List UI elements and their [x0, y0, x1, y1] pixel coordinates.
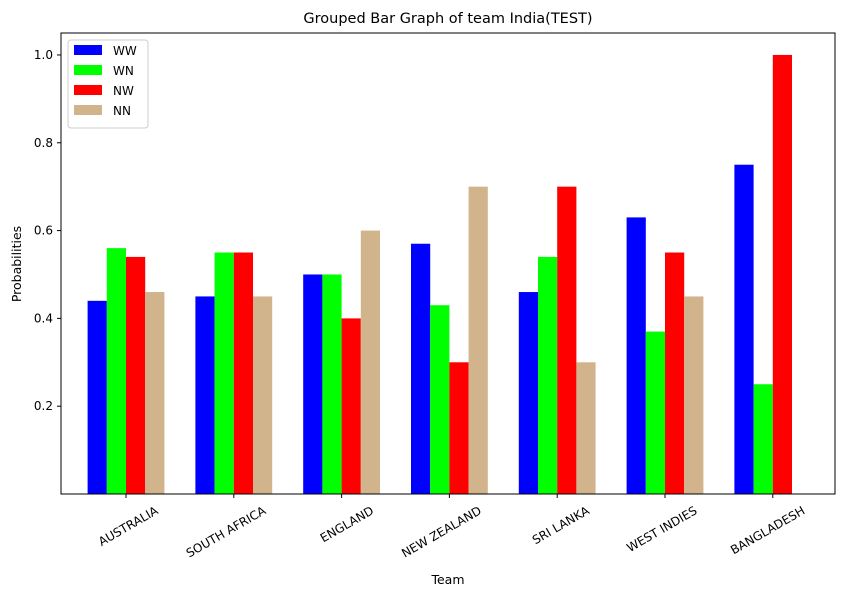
bar-wn-4 — [538, 256, 558, 494]
bar-ww-6 — [734, 164, 754, 494]
y-tick-label: 0.4 — [34, 311, 53, 325]
legend: WW WN NW NN — [67, 39, 149, 129]
bar-nw-1 — [233, 252, 253, 494]
y-axis-label: Probabilities — [9, 226, 24, 302]
bar-nw-6 — [772, 54, 792, 494]
bar-wn-6 — [753, 384, 773, 494]
bar-ww-1 — [195, 296, 215, 494]
bar-wn-3 — [430, 305, 450, 494]
legend-swatch-nw — [74, 85, 102, 95]
bar-nn-4 — [576, 362, 596, 494]
bars-group — [87, 54, 792, 495]
bar-nw-2 — [341, 318, 361, 494]
bar-ww-5 — [626, 217, 646, 494]
x-tick-label: AUSTRALIA — [96, 503, 161, 549]
y-tick-label: 0.6 — [34, 224, 53, 238]
x-axis: AUSTRALIA SOUTH AFRICA ENGLAND NEW ZEALAND S… — [96, 494, 807, 560]
x-tick-label: SRI LANKA — [530, 503, 593, 547]
legend-label-ww: WW — [113, 44, 137, 58]
bar-ww-0 — [87, 300, 107, 494]
bar-nw-0 — [126, 256, 146, 494]
plot-frame — [60, 32, 836, 495]
bar-wn-2 — [322, 274, 342, 494]
x-tick-label: SOUTH AFRICA — [184, 503, 269, 560]
bar-ww-3 — [411, 243, 431, 494]
y-tick-label: 0.2 — [34, 399, 53, 413]
bar-nw-3 — [449, 362, 469, 494]
legend-swatch-wn — [74, 65, 102, 75]
bar-nn-3 — [468, 186, 488, 495]
legend-swatch-ww — [74, 45, 102, 55]
x-axis-label: Team — [430, 572, 464, 587]
x-tick-label: WEST INDIES — [624, 503, 699, 554]
chart-title: Grouped Bar Graph of team India(TEST) — [303, 11, 592, 27]
x-tick-label: NEW ZEALAND — [399, 503, 484, 560]
legend-label-nn: NN — [113, 104, 131, 118]
bar-wn-1 — [214, 252, 234, 494]
bar-nn-1 — [253, 296, 273, 494]
bar-wn-0 — [106, 248, 126, 494]
y-tick-label: 0.8 — [34, 136, 53, 150]
bar-nw-4 — [557, 186, 577, 495]
legend-label-nw: NW — [113, 84, 134, 98]
x-tick-label: BANGLADESH — [728, 503, 807, 557]
bar-nw-5 — [665, 252, 685, 494]
y-axis: 0.2 0.4 0.6 0.8 1.0 — [34, 48, 61, 413]
bar-wn-5 — [645, 331, 665, 494]
bar-ww-2 — [303, 274, 323, 494]
bar-nn-0 — [145, 292, 165, 494]
y-tick-label: 1.0 — [34, 48, 53, 62]
legend-label-wn: WN — [113, 64, 134, 78]
x-tick-label: ENGLAND — [318, 503, 376, 545]
bar-nn-5 — [684, 296, 704, 494]
bar-ww-4 — [518, 292, 538, 494]
bar-nn-2 — [360, 230, 380, 494]
legend-swatch-nn — [74, 105, 102, 115]
